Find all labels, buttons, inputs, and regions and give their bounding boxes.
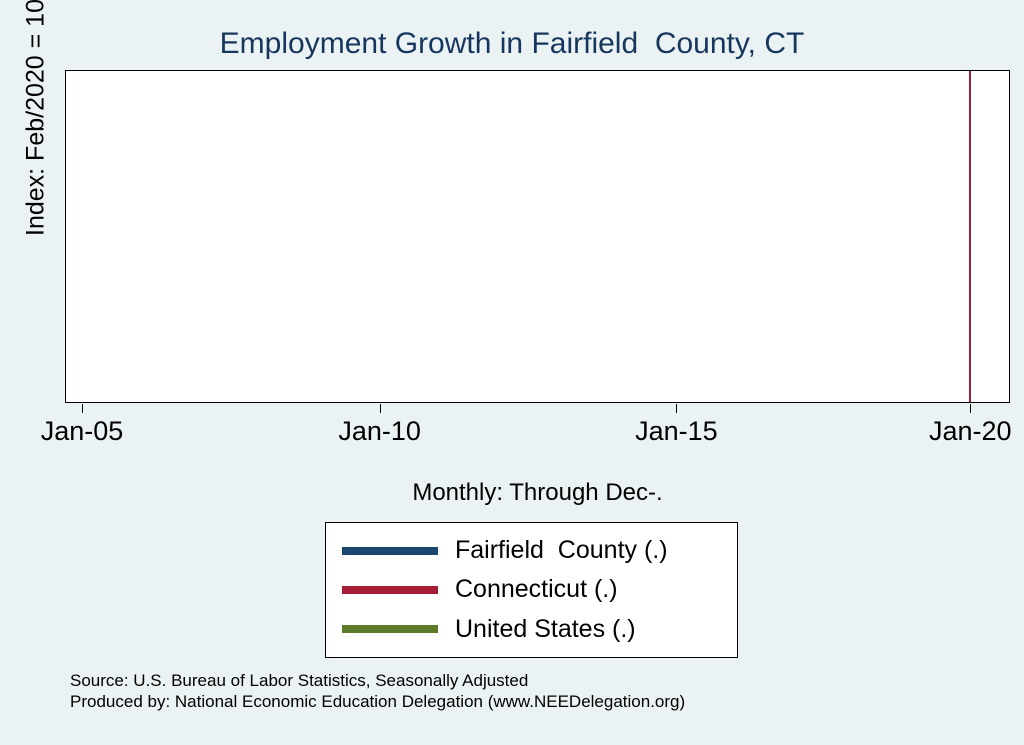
legend: Fairfield County (.) Connecticut (.) Uni… (325, 522, 738, 658)
source-notes: Source: U.S. Bureau of Labor Statistics,… (70, 671, 685, 713)
x-tick-label: Jan-10 (338, 416, 421, 446)
source-line: Source: U.S. Bureau of Labor Statistics,… (70, 671, 529, 690)
line-swatch-united-states (342, 625, 438, 634)
legend-item-fairfield-county: Fairfield County (.) (326, 536, 737, 565)
legend-item-connecticut: Connecticut (.) (326, 575, 737, 604)
x-tick-mark (970, 404, 972, 413)
x-tick-mark (676, 404, 678, 413)
x-tick-mark (379, 404, 381, 413)
chart-title: Employment Growth in Fairfield County, C… (219, 27, 805, 60)
vertical-reference-line (969, 71, 972, 402)
x-tick-label: Jan-20 (929, 416, 1012, 446)
legend-label: United States (.) (455, 614, 636, 643)
line-swatch-connecticut (342, 585, 438, 594)
legend-label: Fairfield County (.) (455, 536, 668, 565)
x-tick-label: Jan-15 (635, 416, 718, 446)
x-axis-ticks (65, 404, 1010, 414)
line-swatch-fairfield-county (342, 546, 438, 555)
legend-item-united-states: United States (.) (326, 615, 737, 644)
plot-area (65, 70, 1010, 403)
x-axis-labels: Jan-05 Jan-10 Jan-15 Jan-20 (41, 416, 1012, 450)
x-tick-mark (82, 404, 83, 413)
x-tick-label: Jan-05 (40, 416, 124, 446)
legend-label: Connecticut (.) (455, 575, 618, 604)
x-axis-title: Monthly: Through Dec-. (412, 479, 663, 506)
produced-by-line: Produced by: National Economic Education… (70, 691, 686, 711)
